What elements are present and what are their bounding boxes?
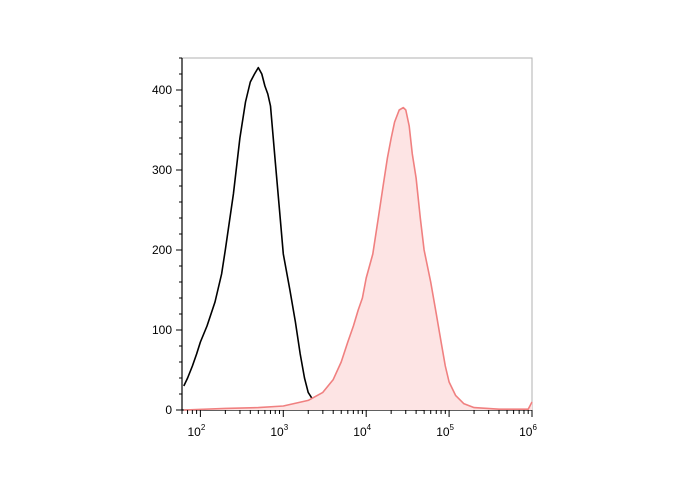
x-tick-base: 10 bbox=[436, 425, 450, 439]
y-axis: 0 100 200 300 400 bbox=[152, 57, 182, 417]
x-tick-label: 103 bbox=[270, 423, 288, 439]
x-tick-exponent: 3 bbox=[284, 423, 289, 432]
series-1-line bbox=[183, 106, 533, 411]
x-tick-exponent: 4 bbox=[367, 423, 372, 432]
y-tick-label: 0 bbox=[165, 403, 172, 417]
y-tick-label: 100 bbox=[152, 323, 172, 337]
y-tick-label: 400 bbox=[152, 83, 172, 97]
x-tick-label: 102 bbox=[187, 423, 205, 439]
y-tick-label: 300 bbox=[152, 163, 172, 177]
y-tick-label: 200 bbox=[152, 243, 172, 257]
series-layer bbox=[183, 66, 533, 411]
x-tick-base: 10 bbox=[187, 425, 201, 439]
series-1-area bbox=[183, 107, 533, 410]
x-tick-label: 105 bbox=[436, 423, 454, 439]
x-tick-base: 10 bbox=[270, 425, 284, 439]
x-tick-label: 106 bbox=[519, 423, 537, 439]
x-tick-base: 10 bbox=[519, 425, 533, 439]
x-axis: 102 103 104 105 106 bbox=[181, 410, 537, 439]
x-tick-base: 10 bbox=[353, 425, 367, 439]
x-tick-label: 104 bbox=[353, 423, 371, 439]
x-tick-exponent: 5 bbox=[450, 423, 455, 432]
x-tick-exponent: 6 bbox=[532, 423, 537, 432]
x-tick-exponent: 2 bbox=[201, 423, 206, 432]
